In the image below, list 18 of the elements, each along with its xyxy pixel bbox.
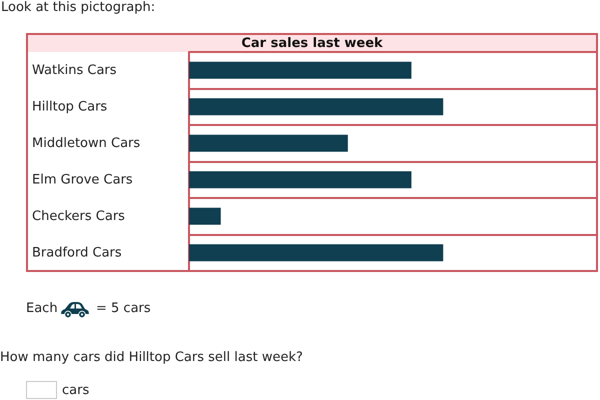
y-tick-label: Hilltop Cars [32, 99, 108, 114]
chart-title: Car sales last week [241, 36, 383, 51]
y-tick-label: Elm Grove Cars [32, 172, 133, 188]
y-tick-label: Bradford Cars [32, 245, 122, 260]
text: How many cars did Hilltop Cars sell last week? [0, 350, 303, 366]
bar [189, 98, 444, 116]
bar [189, 208, 221, 225]
y-tick-label: Middletown Cars [32, 136, 140, 151]
bar [189, 171, 412, 188]
text: Each [26, 301, 58, 317]
text: cars [62, 383, 90, 399]
y-tick-label: Checkers Cars [32, 208, 126, 224]
y-tick-label: Watkins Cars [32, 62, 117, 78]
text: = 5 cars [96, 301, 151, 317]
text: Look at this pictograph: [1, 0, 156, 16]
bar [189, 134, 348, 152]
bar [189, 62, 412, 79]
bar [189, 244, 444, 262]
